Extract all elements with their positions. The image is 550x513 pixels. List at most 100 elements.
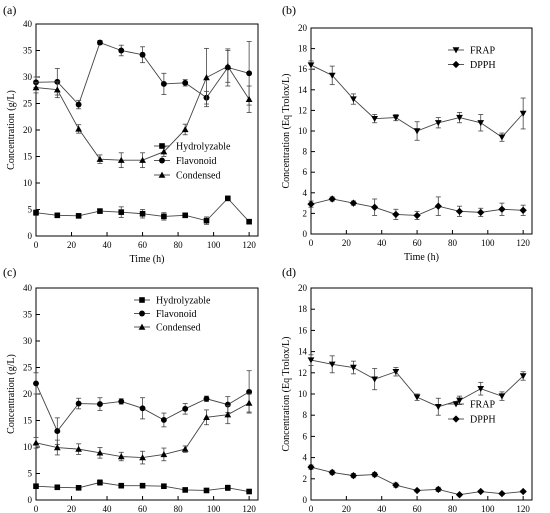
data-point — [53, 444, 61, 451]
x-tick-label: 20 — [67, 240, 77, 250]
x-tick-label: 60 — [138, 504, 148, 513]
y-tick-label: 12 — [298, 105, 307, 115]
y-axis-label: Concentration (g/L) — [6, 90, 17, 170]
data-point — [307, 357, 315, 364]
data-point — [139, 454, 146, 461]
x-tick-label: 40 — [103, 240, 113, 250]
data-point — [182, 405, 189, 412]
series-frap — [307, 354, 527, 416]
y-tick-label: 30 — [23, 336, 33, 346]
data-point — [498, 205, 506, 213]
data-point — [32, 439, 40, 446]
y-tick-label: 20 — [23, 125, 33, 135]
data-point — [498, 134, 506, 141]
y-tick-label: 8 — [303, 147, 308, 157]
data-point — [96, 401, 103, 408]
plot-frame — [310, 287, 533, 501]
data-point — [54, 212, 61, 219]
data-point — [181, 126, 189, 133]
data-point — [118, 482, 125, 489]
chart-panel-2: (b) 0 20 40 60 80 100 120 0 2 4 6 8 10 12 14 16 18 20 Time … — [281, 3, 533, 263]
data-point — [96, 449, 104, 456]
y-tick-label: 15 — [23, 416, 33, 426]
legend-label: Condensed — [176, 171, 220, 182]
data-point — [203, 217, 210, 224]
data-point — [117, 156, 125, 163]
data-point — [246, 70, 253, 77]
data-point — [139, 482, 146, 489]
y-tick-label: 16 — [298, 64, 308, 74]
legend: FRAP DPPH — [448, 400, 496, 426]
data-point — [118, 209, 125, 215]
legend-marker — [452, 415, 460, 423]
x-tick-label: 80 — [174, 240, 184, 250]
panel-label: (b) — [282, 3, 296, 17]
y-tick-label: 20 — [298, 23, 308, 33]
y-tick-label: 10 — [298, 389, 308, 399]
data-point — [477, 487, 485, 496]
x-tick-label: 60 — [413, 238, 423, 248]
y-tick-label: 20 — [298, 283, 308, 293]
data-point — [54, 484, 61, 491]
data-point — [75, 101, 82, 108]
data-point — [434, 404, 442, 411]
y-tick-label: 10 — [298, 126, 308, 136]
y-tick-label: 25 — [23, 99, 33, 109]
data-point — [117, 453, 125, 460]
data-point — [160, 148, 168, 155]
y-tick-label: 10 — [23, 442, 33, 452]
data-point — [160, 80, 167, 87]
data-point — [96, 39, 103, 46]
data-point — [203, 413, 210, 421]
legend-label: Hydrolyzable — [176, 142, 231, 153]
data-point — [434, 120, 442, 127]
y-tick-label: 10 — [23, 178, 33, 188]
y-tick-label: 14 — [298, 85, 308, 95]
legend-marker — [452, 47, 460, 54]
chart-panel-1: (a) 0 20 40 60 80 100 120 0 5 10 15 20 25 30 35 40 Time (… — [3, 3, 259, 265]
x-tick-label: 40 — [103, 504, 113, 513]
data-point — [307, 200, 315, 208]
x-tick-label: 40 — [377, 238, 387, 248]
x-tick-label: 120 — [516, 504, 530, 513]
y-tick-label: 40 — [23, 19, 33, 29]
x-tick-label: 60 — [413, 504, 423, 513]
data-point — [75, 213, 82, 219]
y-axis-label: Concentration (g/L) — [6, 354, 17, 434]
x-tick-label: 80 — [448, 504, 458, 513]
legend-marker — [452, 401, 460, 408]
x-tick-label: 20 — [342, 238, 352, 248]
series-hydrolyzable — [33, 479, 252, 495]
data-point — [413, 128, 421, 135]
legend-label: FRAP — [470, 46, 495, 57]
legend-label: Flavonoid — [156, 309, 197, 320]
plot-frame — [35, 287, 259, 501]
data-point — [203, 395, 210, 402]
y-tick-label: 8 — [303, 410, 308, 420]
data-point — [224, 411, 232, 418]
data-point — [477, 208, 485, 217]
data-point — [245, 399, 253, 406]
legend-label: Flavonoid — [176, 156, 217, 167]
data-point — [75, 400, 82, 407]
y-tick-label: 18 — [298, 44, 308, 54]
legend-label: Hydrolyzable — [156, 296, 211, 307]
legend-label: Condensed — [156, 323, 200, 334]
data-point — [33, 209, 39, 216]
data-point — [498, 490, 506, 498]
y-tick-label: 0 — [303, 495, 308, 505]
series-condensed — [32, 393, 253, 465]
data-point — [160, 451, 168, 458]
legend-marker — [452, 60, 460, 69]
data-point — [161, 483, 167, 490]
data-point — [75, 125, 82, 132]
y-tick-label: 5 — [28, 469, 33, 479]
legend-label: DPPH — [470, 415, 496, 426]
series-dpph — [307, 195, 527, 220]
data-point — [182, 487, 188, 493]
y-tick-label: 0 — [303, 229, 308, 239]
data-point — [477, 120, 485, 127]
y-tick-label: 18 — [298, 304, 308, 314]
data-point — [392, 210, 400, 219]
